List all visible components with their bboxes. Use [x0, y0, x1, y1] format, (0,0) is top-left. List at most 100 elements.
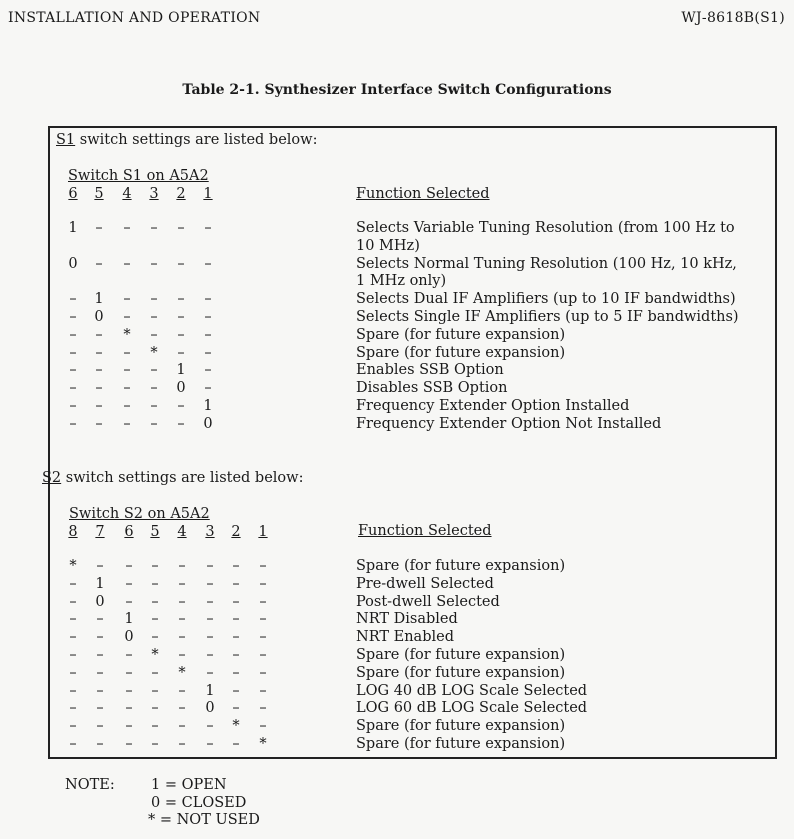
s1-switch-label: Switch S1 on A5A2 [68, 168, 209, 184]
switch-setting: – [123, 344, 131, 361]
switch-setting: * [232, 718, 240, 735]
column-header-3: 3 [149, 186, 159, 202]
switch-setting: – [96, 611, 104, 628]
function-selected: LOG 40 dB LOG Scale Selected [356, 682, 588, 699]
switch-setting: – [151, 558, 159, 574]
function-selected: Frequency Extender Option Installed [356, 398, 630, 414]
s1-intro: S1 switch settings are listed below: [56, 132, 317, 148]
switch-setting: – [259, 575, 267, 592]
switch-setting: – [95, 255, 103, 272]
column-header-5: 5 [150, 524, 160, 540]
switch-setting: 1 [94, 291, 104, 308]
switch-setting: 0 [203, 415, 213, 432]
note-label: NOTE: [65, 777, 115, 793]
s2-function-header: Function Selected [358, 523, 492, 539]
switch-setting: – [69, 593, 77, 610]
switch-setting: – [125, 593, 133, 610]
switch-setting: – [150, 362, 158, 379]
switch-setting: – [95, 326, 103, 343]
switch-setting: – [206, 558, 214, 574]
switch-setting: 0 [94, 309, 104, 325]
switch-setting: – [177, 326, 185, 343]
switch-setting: – [69, 362, 77, 379]
table-box [48, 126, 777, 759]
switch-setting: – [204, 380, 212, 397]
switch-setting: – [178, 736, 186, 752]
function-selected: Spare (for future expansion) [356, 558, 566, 574]
function-selected: Selects Dual IF Amplifiers (up to 10 IF … [356, 291, 736, 308]
switch-setting: – [69, 309, 77, 325]
switch-setting: – [150, 291, 158, 308]
switch-setting: – [151, 736, 159, 752]
switch-setting: – [69, 629, 77, 646]
switch-setting: * [123, 326, 131, 343]
switch-setting: – [204, 362, 212, 379]
switch-setting: – [95, 362, 103, 379]
switch-setting: – [125, 718, 133, 735]
s1-intro-switch: S1 [56, 132, 76, 148]
switch-setting: – [151, 629, 159, 646]
column-header-1: 1 [258, 524, 268, 540]
switch-setting: – [123, 362, 131, 379]
switch-setting: * [150, 344, 158, 361]
switch-setting: 0 [124, 629, 134, 646]
column-header-3: 3 [205, 524, 215, 540]
switch-setting: – [206, 718, 214, 735]
switch-setting: 1 [176, 362, 186, 379]
function-selected: 1 MHz only) [356, 273, 447, 290]
switch-setting: – [204, 220, 212, 236]
header-doc-number: WJ-8618B(S1) [681, 10, 785, 26]
switch-setting: – [204, 255, 212, 272]
table-title: Table 2-1. Synthesizer Interface Switch … [182, 82, 612, 98]
function-selected: Post-dwell Selected [356, 593, 500, 610]
s2-switch-label: Switch S2 on A5A2 [69, 506, 210, 522]
switch-setting: – [151, 664, 159, 681]
switch-setting: 0 [95, 593, 105, 610]
switch-setting: – [96, 700, 104, 717]
switch-setting: – [259, 611, 267, 628]
switch-setting: – [206, 611, 214, 628]
switch-setting: – [178, 558, 186, 574]
column-header-5: 5 [94, 186, 104, 202]
note-item: 0 = CLOSED [151, 794, 247, 811]
s1-intro-text: switch settings are listed below: [75, 132, 318, 148]
column-header-2: 2 [231, 524, 241, 540]
switch-setting: – [123, 291, 131, 308]
switch-setting: – [151, 718, 159, 735]
switch-setting: – [259, 700, 267, 717]
switch-setting: 0 [68, 255, 78, 272]
switch-setting: – [95, 415, 103, 432]
function-selected: 10 MHz) [356, 237, 420, 254]
switch-setting: – [150, 255, 158, 272]
column-header-4: 4 [122, 186, 132, 202]
switch-setting: * [69, 558, 77, 574]
switch-setting: – [206, 664, 214, 681]
switch-setting: – [204, 309, 212, 325]
column-header-6: 6 [68, 186, 78, 202]
s2-intro-switch: S2 [42, 470, 62, 486]
function-selected: NRT Disabled [356, 611, 458, 628]
switch-setting: – [259, 647, 267, 663]
switch-setting: – [178, 629, 186, 646]
switch-setting: 0 [205, 700, 215, 717]
switch-setting: – [69, 380, 77, 397]
note-items: 1 = OPEN 0 = CLOSED * = NOT USED [148, 777, 260, 830]
switch-setting: * [151, 647, 159, 663]
switch-setting: 0 [176, 380, 186, 397]
switch-setting: – [125, 664, 133, 681]
note-item: * = NOT USED [148, 812, 260, 829]
column-header-1: 1 [203, 186, 213, 202]
switch-setting: – [259, 593, 267, 610]
switch-setting: – [150, 380, 158, 397]
switch-setting: – [150, 326, 158, 343]
switch-setting: – [69, 682, 77, 699]
switch-setting: – [69, 415, 77, 432]
switch-setting: – [96, 629, 104, 646]
switch-setting: – [259, 558, 267, 574]
switch-setting: – [123, 309, 131, 325]
switch-setting: – [204, 344, 212, 361]
switch-setting: – [69, 700, 77, 717]
switch-setting: – [232, 736, 240, 752]
switch-setting: 1 [95, 575, 105, 592]
switch-setting: – [96, 736, 104, 752]
